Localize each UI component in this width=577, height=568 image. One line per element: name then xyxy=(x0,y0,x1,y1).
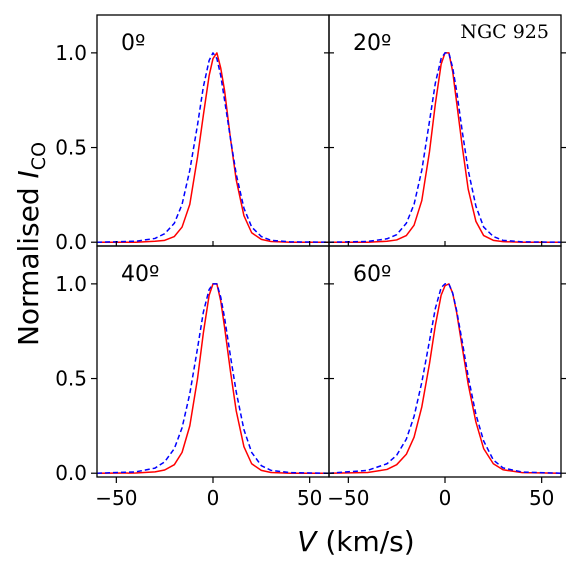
series-blue-line xyxy=(328,52,562,243)
series-blue-line xyxy=(96,52,330,243)
galaxy-label: NGC 925 xyxy=(460,21,549,43)
y-tick-label: 0.5 xyxy=(55,136,87,160)
y-axis-title: Normalised ICO xyxy=(12,142,50,346)
panel-angle-label: 60º xyxy=(353,262,391,287)
panel-3: −50 0 50 60º xyxy=(327,245,566,510)
y-axis-title-main: Normalised xyxy=(12,178,45,346)
x-axis-title: V (km/s) xyxy=(297,525,414,558)
series-red-line xyxy=(96,283,329,474)
series-blue-line xyxy=(96,283,330,474)
x-tick-label: 50 xyxy=(529,486,554,510)
panel-angle-label: 40º xyxy=(121,262,159,287)
series-blue-line xyxy=(328,283,562,474)
series-red-line xyxy=(97,52,329,243)
panel-2: 0.0 0.5 1.0 −50 0 50 40º xyxy=(55,245,330,510)
y-tick-label: 0.5 xyxy=(55,367,87,391)
x-tick-label: 50 xyxy=(297,486,322,510)
x-tick-label: −50 xyxy=(327,486,369,510)
x-tick-label: −50 xyxy=(95,486,137,510)
y-tick-label: 1.0 xyxy=(55,272,87,296)
x-tick-label: 0 xyxy=(207,486,220,510)
x-axis-title-rest: (km/s) xyxy=(316,525,414,558)
x-tick-label: 0 xyxy=(439,486,452,510)
panel-angle-label: 20º xyxy=(353,31,391,56)
panels-group: 0.0 0.5 1.0 0º 20º 0.0 0.5 1.0 −50 0 50 40º −50 0 50 60… xyxy=(55,14,566,510)
y-tick-label: 1.0 xyxy=(55,41,87,65)
y-tick-label: 0.0 xyxy=(55,230,87,254)
y-axis-title-sub: CO xyxy=(28,142,50,170)
series-red-line xyxy=(329,52,561,243)
y-tick-label: 0.0 xyxy=(55,461,87,485)
x-axis-title-italic: V xyxy=(297,525,318,558)
series-red-line xyxy=(328,283,562,474)
panel-angle-label: 0º xyxy=(121,31,145,56)
panel-0: 0.0 0.5 1.0 0º xyxy=(55,14,330,254)
panel-1: 20º xyxy=(328,14,566,247)
y-axis-title-italic: I xyxy=(12,170,45,178)
